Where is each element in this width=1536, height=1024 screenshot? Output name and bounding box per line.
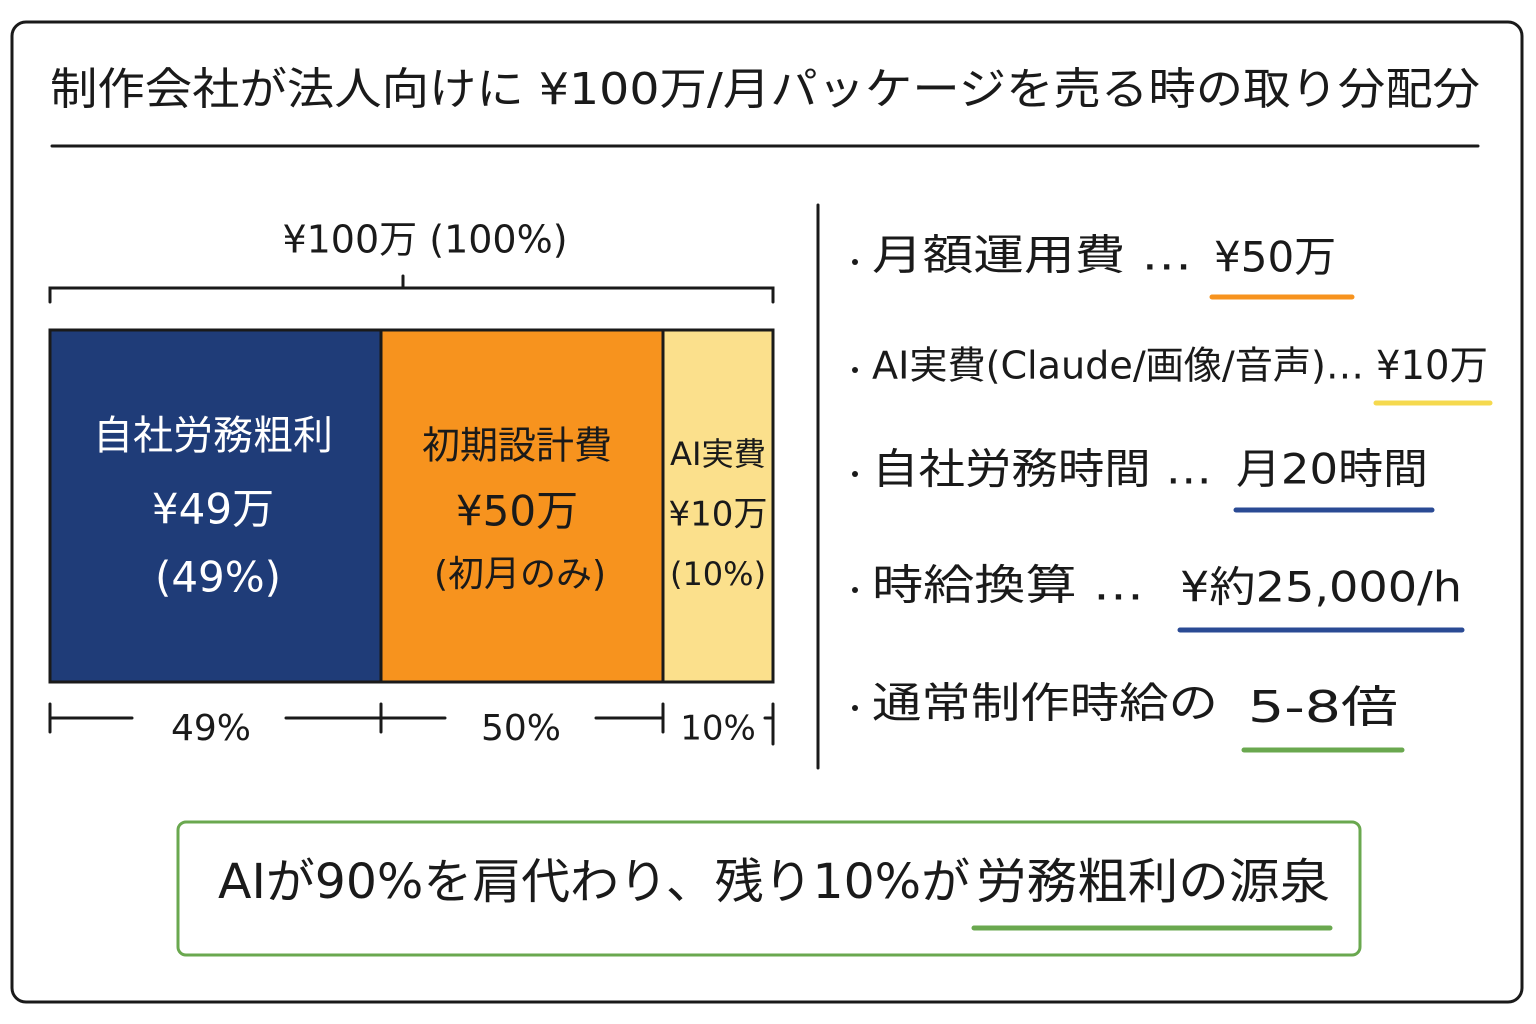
bullet [852, 587, 858, 593]
fact-label: 時給換算 … [872, 561, 1144, 610]
summary-box [176, 820, 1362, 957]
segment-amount: ¥10万 [669, 495, 768, 535]
total-bracket [48, 274, 775, 304]
fact-value: ¥約25,000/h [1180, 563, 1462, 612]
fact-label: AI実費(Claude/画像/音声)… [872, 344, 1364, 388]
segment-amount: ¥50万 [456, 487, 578, 536]
segment-amount: ¥49万 [152, 485, 274, 534]
fact-label: 自社労務時間 … [872, 445, 1212, 494]
fact-value: ¥10万 [1376, 343, 1488, 389]
scale-rule [48, 702, 775, 746]
scale-label: 50% [481, 708, 561, 749]
bullet [852, 367, 858, 373]
title: 制作会社が法人向けに ¥100万/月パッケージを売る時の取り分配分 [50, 64, 1480, 115]
fact-value: 月20時間 [1236, 445, 1428, 494]
summary-highlight: 労務粗利の源泉 [976, 854, 1330, 910]
bar-outline [48, 328, 775, 684]
fact-value: 5-8倍 [1248, 682, 1398, 733]
fact-label: 月額運用費 … [872, 231, 1192, 280]
segment-block [664, 330, 773, 682]
bullet [852, 705, 858, 711]
segment-name: 自社労務粗利 [93, 413, 333, 459]
bullet [852, 259, 858, 265]
fact-value: ¥50万 [1214, 233, 1336, 282]
segment-note: (49%) [155, 553, 281, 602]
scale-label: 49% [171, 708, 251, 749]
scale-label: 10% [680, 709, 756, 749]
segment-note: (初月のみ) [434, 554, 606, 595]
segment-block [382, 330, 662, 682]
segment-name: 初期設計費 [422, 424, 612, 468]
segment-block [50, 330, 380, 682]
total-label: ¥100万 (100%) [282, 218, 567, 262]
segment-name: AI実費 [670, 435, 766, 473]
summary-text: AIが90%を肩代わり、残り10%が [218, 854, 970, 910]
bullet [852, 471, 858, 477]
segment-note: (10%) [670, 555, 766, 593]
fact-label: 通常制作時給の [872, 679, 1218, 728]
